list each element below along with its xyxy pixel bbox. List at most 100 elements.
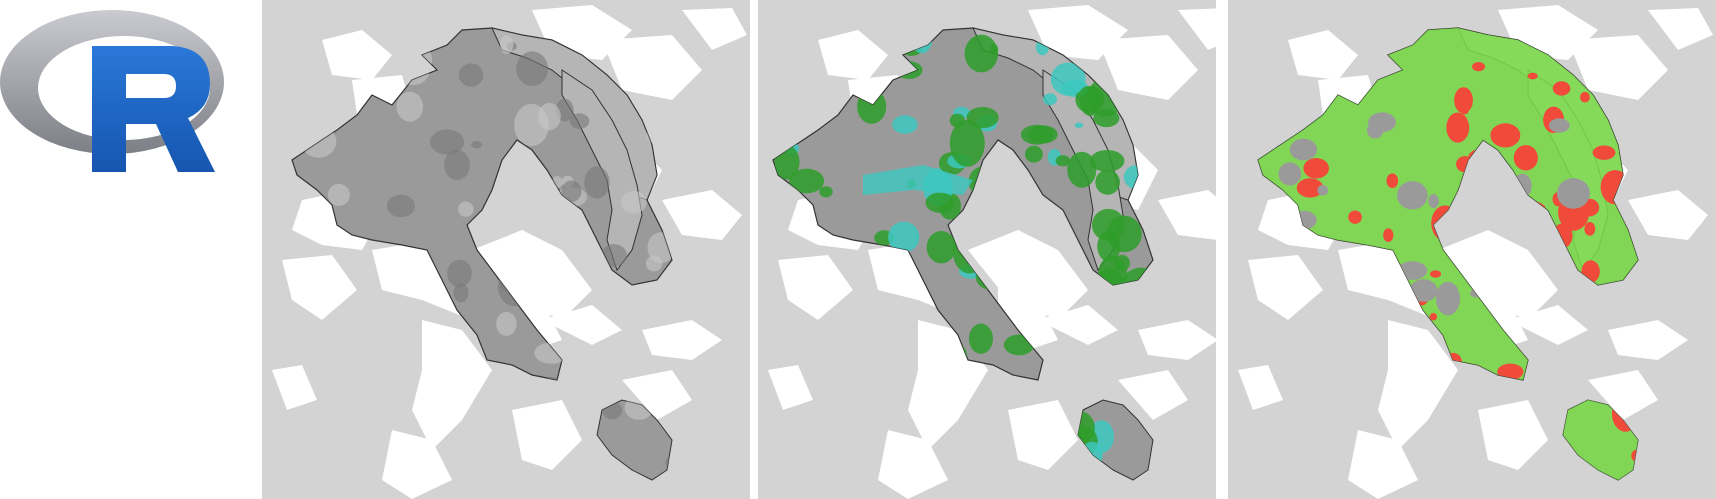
red-patch	[1592, 145, 1616, 160]
land-area-4	[968, 230, 1088, 320]
land-area-4	[1438, 230, 1558, 320]
land-area-1	[778, 255, 853, 320]
green-patch	[1055, 155, 1071, 167]
gray-patch	[458, 201, 474, 217]
green-patch	[925, 192, 955, 213]
land-area-7	[1478, 400, 1548, 470]
gray-patch	[386, 194, 416, 218]
land-area-14	[602, 35, 702, 100]
red-patch	[1383, 228, 1394, 242]
red-patch	[1490, 123, 1521, 148]
green-patch	[968, 323, 993, 354]
gray-patch	[327, 183, 350, 207]
green-patch	[1024, 145, 1043, 163]
red-patch	[1580, 91, 1590, 103]
red-patch	[1303, 158, 1329, 179]
green-patch	[1028, 125, 1058, 144]
land-area-9	[1628, 190, 1708, 240]
gray-patch	[1428, 194, 1439, 209]
gray-patch	[1278, 162, 1302, 186]
range-southeast	[1077, 399, 1154, 481]
land-area-17	[1038, 305, 1118, 345]
map-panel-grayscale	[262, 0, 750, 499]
red-patch	[1552, 81, 1571, 96]
land-area-8	[642, 320, 722, 360]
gray-patch	[1366, 121, 1384, 139]
red-patch	[1584, 222, 1596, 236]
land-area-7	[512, 400, 582, 470]
land-area-1	[1248, 255, 1323, 320]
gray-patch	[1397, 181, 1428, 210]
gray-patch	[471, 141, 483, 149]
land-area-8	[1608, 320, 1688, 360]
cyan-patch	[1074, 122, 1084, 128]
land-area-18	[1118, 370, 1188, 420]
cyan-patch	[1043, 93, 1057, 106]
gray-patch	[1549, 118, 1570, 133]
land-area-7	[1008, 400, 1078, 470]
gray-patch	[499, 35, 514, 54]
gray-patch	[1409, 279, 1438, 302]
green-patch	[1089, 149, 1125, 172]
land-area-3	[412, 320, 492, 450]
gray-patch	[514, 103, 549, 147]
red-patch	[1472, 62, 1486, 72]
gray-patch	[396, 91, 424, 122]
gray-patch	[453, 283, 469, 303]
land-area-6	[878, 430, 948, 499]
green-patch	[1095, 169, 1120, 195]
red-patch	[1386, 173, 1399, 189]
red-patch	[1296, 178, 1324, 198]
cyan-band	[863, 165, 973, 195]
land-area-11	[322, 30, 392, 80]
green-patch	[926, 231, 956, 264]
red-patch	[1429, 270, 1442, 278]
land-area-6	[382, 430, 452, 499]
green-patch	[964, 34, 999, 73]
green-patch	[949, 119, 985, 167]
gray-patch	[1435, 281, 1461, 316]
map-svg-3	[1228, 0, 1716, 499]
gray-patch	[1289, 138, 1318, 161]
land-area-15	[1178, 8, 1216, 50]
land-area-15	[682, 8, 747, 50]
land-area-15	[1648, 8, 1713, 50]
land-area-1	[282, 255, 357, 320]
red-patch	[1429, 313, 1438, 321]
red-patch	[1446, 112, 1470, 143]
red-patch	[1461, 109, 1469, 115]
land-area-11	[818, 30, 888, 80]
land-area-14	[1098, 35, 1198, 100]
red-patch	[1513, 145, 1538, 171]
land-area-18	[622, 370, 692, 420]
gray-patch	[569, 113, 590, 129]
map-svg-1	[262, 0, 750, 499]
red-patch	[1348, 210, 1362, 224]
r-logo	[0, 0, 230, 180]
land-area-16	[1238, 365, 1283, 410]
green-patch	[819, 186, 833, 198]
land-area-16	[272, 365, 317, 410]
cyan-patch	[892, 115, 918, 134]
gray-patch	[584, 166, 610, 199]
red-patch	[1527, 72, 1538, 80]
map-svg-2	[758, 0, 1216, 499]
land-area-3	[1378, 320, 1458, 450]
green-patch	[1106, 215, 1142, 253]
land-area-9	[1158, 190, 1216, 240]
gray-patch	[429, 129, 465, 155]
land-area-14	[1568, 35, 1668, 100]
land-area-9	[662, 190, 742, 240]
gray-patch	[516, 51, 549, 87]
land-area-11	[1288, 30, 1358, 80]
map-panel-green-red	[1228, 0, 1716, 499]
land-area-16	[768, 365, 813, 410]
map-panel-green-cyan	[758, 0, 1216, 499]
land-area-18	[1588, 370, 1658, 420]
green-patch	[1067, 151, 1097, 188]
green-patch	[1093, 109, 1120, 128]
cyan-patch	[1050, 62, 1086, 96]
gray-patch	[1317, 184, 1329, 196]
cyan-patch	[888, 221, 920, 253]
gray-patch	[458, 63, 484, 87]
